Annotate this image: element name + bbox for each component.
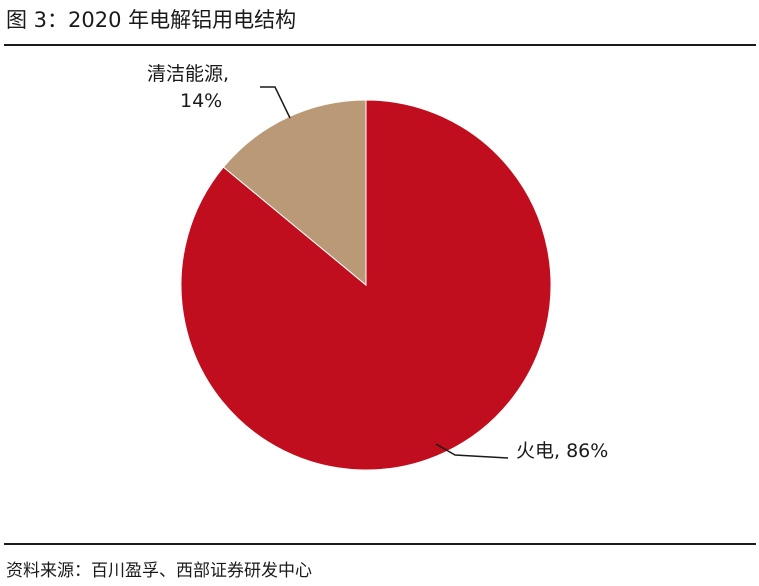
figure-title: 图 3：2020 年电解铝用电结构: [6, 8, 297, 32]
pie-slice-clean-energy: [222, 99, 367, 287]
slice-label-clean-energy-name: 清洁能源,: [147, 63, 229, 85]
slice-label-huodian: 火电, 86%: [516, 440, 608, 462]
slice-labels: 火电, 86% 清洁能源, 14%: [147, 63, 608, 462]
bottom-rule: [4, 543, 756, 545]
leader-line-huodian: [435, 443, 509, 459]
slice-label-clean-energy-value: 14%: [180, 90, 222, 112]
pie-slices: [180, 99, 552, 471]
data-source-note: 资料来源：百川盈孚、西部证券研发中心: [6, 561, 312, 581]
leader-line-clean-energy: [260, 86, 291, 119]
top-rule: [4, 44, 756, 46]
leader-lines: [260, 86, 509, 459]
